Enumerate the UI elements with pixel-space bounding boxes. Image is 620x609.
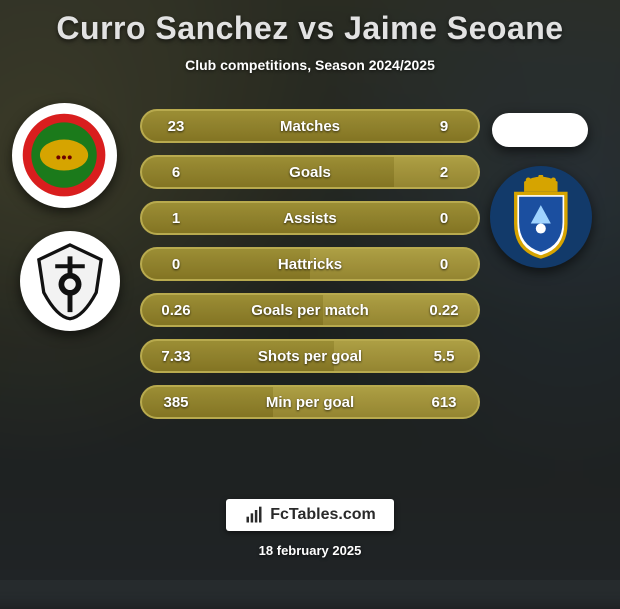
- stat-row: 23Matches9: [140, 109, 480, 143]
- stat-left-value: 23: [142, 118, 210, 135]
- stat-label: Shots per goal: [210, 348, 410, 365]
- stat-label: Assists: [210, 210, 410, 227]
- player-right-name: Jaime Seoane: [344, 10, 563, 46]
- club-badge-right_bot: [490, 166, 592, 268]
- stat-rows: 23Matches96Goals21Assists00Hattricks00.2…: [140, 109, 480, 419]
- club-badge-right_top: [492, 113, 588, 147]
- stat-right-value: 613: [410, 394, 478, 411]
- svg-text:●●●: ●●●: [56, 153, 73, 164]
- date-text: 18 february 2025: [259, 543, 362, 558]
- stat-row: 0.26Goals per match0.22: [140, 293, 480, 327]
- stat-right-value: 9: [410, 118, 478, 135]
- stat-right-value: 0: [410, 256, 478, 273]
- stat-right-value: 5.5: [410, 348, 478, 365]
- club-badge-left_top: ●●●: [12, 103, 117, 208]
- brand-text: FcTables.com: [270, 506, 376, 524]
- player-left-name: Curro Sanchez: [56, 10, 288, 46]
- stat-row: 1Assists0: [140, 201, 480, 235]
- stat-left-value: 6: [142, 164, 210, 181]
- stat-left-value: 0: [142, 256, 210, 273]
- page-title: Curro Sanchez vs Jaime Seoane: [56, 10, 563, 47]
- stat-left-value: 1: [142, 210, 210, 227]
- club-badge-left_bot: [20, 231, 120, 331]
- stat-left-value: 7.33: [142, 348, 210, 365]
- stat-right-value: 0: [410, 210, 478, 227]
- stat-label: Matches: [210, 118, 410, 135]
- comparison-area: 23Matches96Goals21Assists00Hattricks00.2…: [0, 91, 620, 499]
- stat-right-value: 2: [410, 164, 478, 181]
- brand-badge: FcTables.com: [226, 499, 394, 531]
- stat-row: 385Min per goal613: [140, 385, 480, 419]
- stat-label: Hattricks: [210, 256, 410, 273]
- subtitle: Club competitions, Season 2024/2025: [185, 57, 435, 73]
- stat-label: Goals: [210, 164, 410, 181]
- stat-left-value: 385: [142, 394, 210, 411]
- stat-row: 7.33Shots per goal5.5: [140, 339, 480, 373]
- stat-row: 6Goals2: [140, 155, 480, 189]
- stat-label: Goals per match: [210, 302, 410, 319]
- stat-label: Min per goal: [210, 394, 410, 411]
- stat-right-value: 0.22: [410, 302, 478, 319]
- vs-text: vs: [289, 10, 344, 46]
- stat-row: 0Hattricks0: [140, 247, 480, 281]
- stat-left-value: 0.26: [142, 302, 210, 319]
- brand-chart-icon: [244, 505, 264, 525]
